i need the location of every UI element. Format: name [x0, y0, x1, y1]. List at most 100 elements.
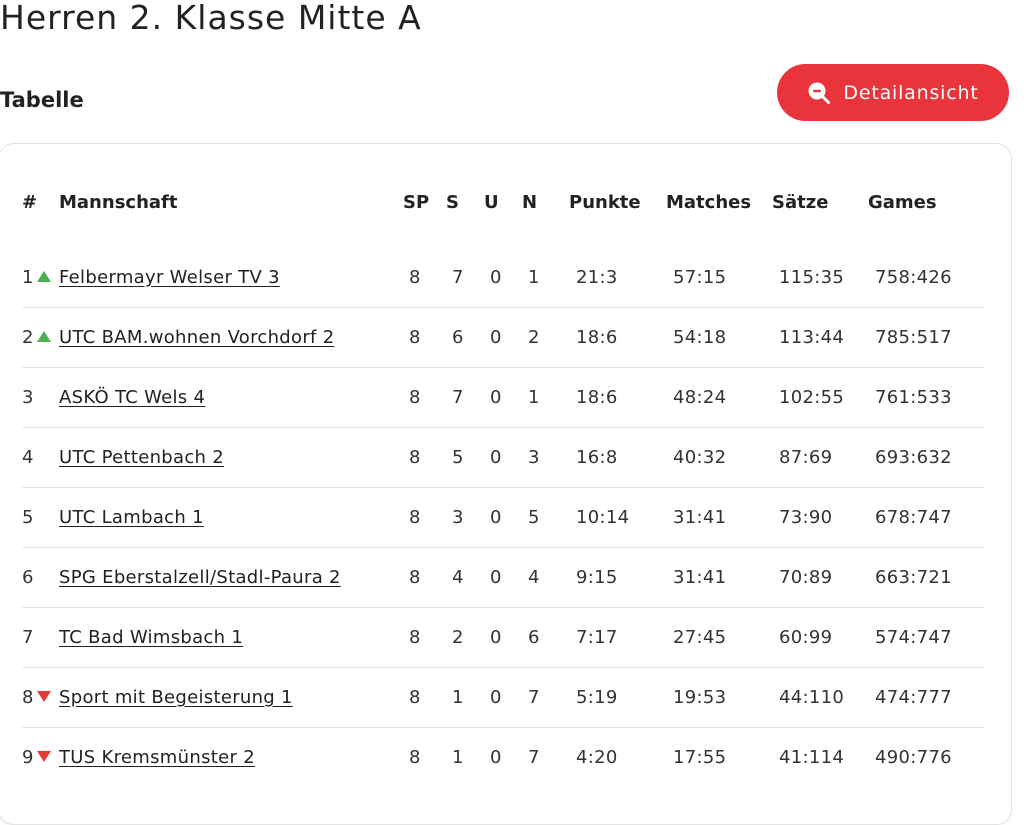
- table-header-row: # Mannschaft SP S U N Punkte Matches Sät…: [22, 175, 984, 230]
- team-cell: UTC Pettenbach 2: [59, 427, 403, 488]
- zoom-out-icon: [807, 81, 831, 105]
- rank-cell: 8: [22, 667, 59, 728]
- saetze-cell: 115:35: [772, 248, 868, 308]
- s-cell: 1: [452, 747, 464, 768]
- rank-number: 4: [22, 447, 34, 468]
- team-link[interactable]: Sport mit Begeisterung 1: [59, 687, 293, 708]
- header-games: Games: [868, 192, 937, 213]
- punkte-cell: 18:6: [569, 367, 666, 428]
- table-row: 7 TC Bad Wimsbach 1 8 2 0 6 7:17 27:45 6…: [22, 607, 984, 668]
- rank-number: 3: [22, 387, 34, 408]
- s-cell: 3: [446, 487, 484, 548]
- header-matches: Matches: [666, 192, 752, 213]
- saetze-cell: 73:90: [772, 487, 868, 548]
- trend-up-icon: [36, 331, 51, 342]
- rank-cell: 4: [22, 427, 59, 488]
- sp-cell: 8: [403, 307, 446, 368]
- team-link[interactable]: Felbermayr Welser TV 3: [59, 267, 280, 288]
- u-cell: 0: [484, 367, 522, 428]
- saetze-cell: 113:44: [772, 307, 868, 368]
- trend-down-icon: [36, 691, 51, 702]
- header-saetze: Sätze: [772, 192, 829, 213]
- team-link[interactable]: UTC Lambach 1: [59, 507, 204, 528]
- header-punkte: Punkte: [569, 192, 641, 213]
- u-cell: 0: [490, 747, 502, 768]
- header-u: U: [484, 192, 499, 213]
- games-cell: 678:747: [868, 487, 984, 548]
- n-cell: 1: [522, 367, 569, 428]
- team-link[interactable]: TUS Kremsmünster 2: [59, 747, 255, 768]
- table-row: 3 ASKÖ TC Wels 4 8 7 0 1 18:6 48:24 102:…: [22, 367, 984, 428]
- table-row: 4 UTC Pettenbach 2 8 5 0 3 16:8 40:32 87…: [22, 427, 984, 488]
- detail-view-button-label: Detailansicht: [843, 81, 979, 104]
- table-row: 9 TUS Kremsmünster 2 8 1 0 7 4:20 17:55 …: [22, 728, 984, 788]
- s-cell: 1: [446, 667, 484, 728]
- standings-table: # Mannschaft SP S U N Punkte Matches Sät…: [22, 175, 984, 787]
- team-link[interactable]: ASKÖ TC Wels 4: [59, 387, 206, 408]
- games-cell: 490:776: [875, 747, 952, 768]
- n-cell: 6: [522, 607, 569, 668]
- punkte-cell: 9:15: [569, 547, 666, 608]
- table-row: 8 Sport mit Begeisterung 1 8 1 0 7 5:19 …: [22, 667, 984, 728]
- header-team: Mannschaft: [59, 192, 178, 213]
- sp-cell: 8: [403, 547, 446, 608]
- n-cell: 7: [528, 747, 540, 768]
- team-link[interactable]: SPG Eberstalzell/Stadl-Paura 2: [59, 567, 341, 588]
- games-cell: 761:533: [868, 367, 984, 428]
- sp-cell: 8: [403, 248, 446, 308]
- matches-cell: 40:32: [666, 427, 772, 488]
- u-cell: 0: [484, 248, 522, 308]
- s-cell: 7: [446, 367, 484, 428]
- n-cell: 5: [522, 487, 569, 548]
- s-cell: 7: [446, 248, 484, 308]
- games-cell: 663:721: [868, 547, 984, 608]
- punkte-cell: 16:8: [569, 427, 666, 488]
- header-sp: SP: [403, 192, 430, 213]
- team-link[interactable]: UTC BAM.wohnen Vorchdorf 2: [59, 327, 335, 348]
- games-cell: 574:747: [868, 607, 984, 668]
- team-cell: UTC BAM.wohnen Vorchdorf 2: [59, 307, 403, 368]
- matches-cell: 48:24: [666, 367, 772, 428]
- team-link[interactable]: TC Bad Wimsbach 1: [59, 627, 244, 648]
- rank-cell: 5: [22, 487, 59, 548]
- team-cell: TC Bad Wimsbach 1: [59, 607, 403, 668]
- sp-cell: 8: [403, 367, 446, 428]
- u-cell: 0: [484, 487, 522, 548]
- s-cell: 6: [446, 307, 484, 368]
- u-cell: 0: [484, 667, 522, 728]
- sp-cell: 8: [403, 487, 446, 548]
- sp-cell: 8: [409, 747, 421, 768]
- rank-number: 9: [22, 747, 34, 768]
- team-cell: ASKÖ TC Wels 4: [59, 367, 403, 428]
- team-cell: UTC Lambach 1: [59, 487, 403, 548]
- games-cell: 474:777: [868, 667, 984, 728]
- section-title: Tabelle: [0, 88, 84, 112]
- header-n: N: [522, 192, 538, 213]
- table-row: 6 SPG Eberstalzell/Stadl-Paura 2 8 4 0 4…: [22, 547, 984, 608]
- u-cell: 0: [484, 427, 522, 488]
- trend-down-icon: [36, 751, 51, 762]
- saetze-cell: 44:110: [772, 667, 868, 728]
- team-link[interactable]: UTC Pettenbach 2: [59, 447, 225, 468]
- matches-cell: 17:55: [673, 747, 727, 768]
- n-cell: 3: [522, 427, 569, 488]
- sp-cell: 8: [403, 667, 446, 728]
- sp-cell: 8: [403, 607, 446, 668]
- detail-view-button[interactable]: Detailansicht: [777, 64, 1009, 121]
- rank-cell: 7: [22, 607, 59, 668]
- saetze-cell: 87:69: [772, 427, 868, 488]
- n-cell: 2: [522, 307, 569, 368]
- games-cell: 785:517: [868, 307, 984, 368]
- s-cell: 4: [446, 547, 484, 608]
- sp-cell: 8: [403, 427, 446, 488]
- rank-cell: 6: [22, 547, 59, 608]
- team-cell: Sport mit Begeisterung 1: [59, 667, 403, 728]
- s-cell: 2: [446, 607, 484, 668]
- team-cell: SPG Eberstalzell/Stadl-Paura 2: [59, 547, 403, 608]
- rank-cell: 9: [22, 728, 59, 788]
- rank-cell: 2: [22, 307, 59, 368]
- n-cell: 1: [522, 248, 569, 308]
- u-cell: 0: [484, 607, 522, 668]
- n-cell: 7: [522, 667, 569, 728]
- games-cell: 758:426: [868, 248, 984, 308]
